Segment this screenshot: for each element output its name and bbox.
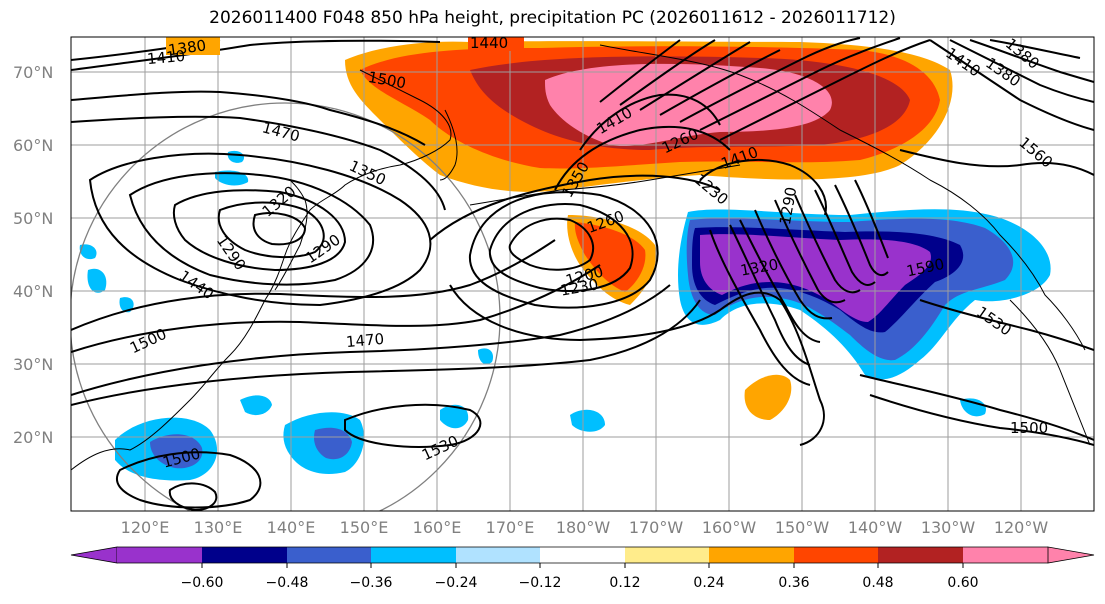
contour-label: 1410 — [146, 47, 186, 68]
colorbar-tick-label: −0.48 — [266, 575, 309, 591]
coast-asia — [71, 69, 452, 471]
lon-label-170w: 170°W — [629, 518, 684, 537]
coastlines — [71, 44, 1091, 471]
map-plot-area: 1380 1410 1440 1500 1470 1410 1350 1260 … — [71, 34, 1094, 511]
shade-blue-west-1 — [150, 434, 203, 469]
shade-lightblue-west-8 — [119, 297, 134, 313]
colorbar-segment — [287, 547, 371, 563]
colorbar-ticks — [201, 563, 964, 568]
lat-label-60n: 60°N — [13, 136, 53, 155]
contour-label: 1500 — [1010, 419, 1048, 437]
colorbar-tick-label: −0.36 — [350, 575, 393, 591]
coast-kamchatka — [439, 109, 458, 181]
colorbar-segment — [794, 547, 878, 563]
colorbar-tick-label: 0.24 — [693, 575, 724, 591]
lon-label-150w: 150°W — [775, 518, 830, 537]
colorbar-segment — [540, 547, 625, 563]
lon-label-180w: 180°W — [556, 518, 611, 537]
shade-lightblue-west-9 — [79, 244, 97, 260]
colorbar-segment — [202, 547, 287, 563]
shade-lightblue-west-6 — [478, 348, 494, 365]
map-title: 2026011400 F048 850 hPa height, precipit… — [209, 8, 896, 28]
lat-label-70n: 70°N — [13, 63, 53, 82]
lat-label-20n: 20°N — [13, 428, 53, 447]
colorbar-extend-high — [1047, 546, 1095, 564]
lon-label-130w: 130°W — [921, 518, 976, 537]
colorbar-segment — [456, 547, 540, 563]
colorbar-segment — [963, 547, 1048, 563]
coast-pacific-east — [1009, 299, 1091, 446]
coast-japan — [274, 179, 308, 291]
colorbar-tick-label: −0.60 — [181, 575, 224, 591]
colorbar-segment — [709, 547, 794, 563]
lon-label-170e: 170°E — [486, 518, 535, 537]
lon-label-160e: 160°E — [413, 518, 462, 537]
shade-lightblue-west-4 — [440, 404, 469, 429]
contour-label: 1440 — [470, 34, 508, 52]
contour-label: 1380 — [167, 36, 207, 59]
shade-blue-west-2 — [314, 427, 352, 460]
colorbar-tick-label: 0.60 — [947, 575, 978, 591]
colorbar-tick-label: −0.24 — [435, 575, 478, 591]
colorbar-segment — [878, 547, 963, 563]
lat-label-30n: 30°N — [13, 355, 53, 374]
colorbar-segment — [625, 547, 709, 563]
colorbar-segment — [117, 547, 202, 563]
latitude-labels: 70°N 60°N 50°N 40°N 30°N 20°N — [13, 63, 53, 447]
region-circle — [71, 102, 501, 511]
lon-label-160w: 160°W — [702, 518, 757, 537]
lon-label-120w: 120°W — [994, 518, 1049, 537]
colorbar-tick-label: 0.48 — [862, 575, 893, 591]
map-frame — [70, 36, 1095, 512]
shade-lightblue-se — [960, 398, 986, 417]
shade-orange-south — [744, 374, 792, 420]
lon-label-130e: 130°E — [194, 518, 243, 537]
shade-pink-north — [545, 63, 832, 147]
shade-lightblue-west-7 — [87, 268, 107, 293]
lon-label-140e: 140°E — [267, 518, 316, 537]
longitude-labels: 120°E 130°E 140°E 150°E 160°E 170°E 180°… — [121, 518, 1049, 537]
lat-label-40n: 40°N — [13, 282, 53, 301]
shade-lightblue-west-3 — [240, 395, 272, 416]
colorbar: −0.60 −0.48 −0.36 −0.24 −0.12 0.12 0.24 … — [70, 546, 1095, 591]
lon-label-150e: 150°E — [340, 518, 389, 537]
lat-label-50n: 50°N — [13, 209, 53, 228]
colorbar-extend-low — [70, 546, 118, 564]
height-contours — [71, 37, 1094, 511]
shade-lightblue-west-5 — [570, 409, 605, 432]
lon-label-120e: 120°E — [121, 518, 170, 537]
colorbar-segment — [371, 547, 456, 563]
colorbar-tick-label: −0.12 — [519, 575, 562, 591]
negative-shading — [79, 150, 1051, 481]
colorbar-tick-label: 0.36 — [778, 575, 809, 591]
colorbar-tick-label: 0.12 — [609, 575, 640, 591]
coast-alaska — [599, 44, 1086, 351]
lon-label-140w: 140°W — [848, 518, 903, 537]
contour-label: 1470 — [345, 330, 385, 351]
